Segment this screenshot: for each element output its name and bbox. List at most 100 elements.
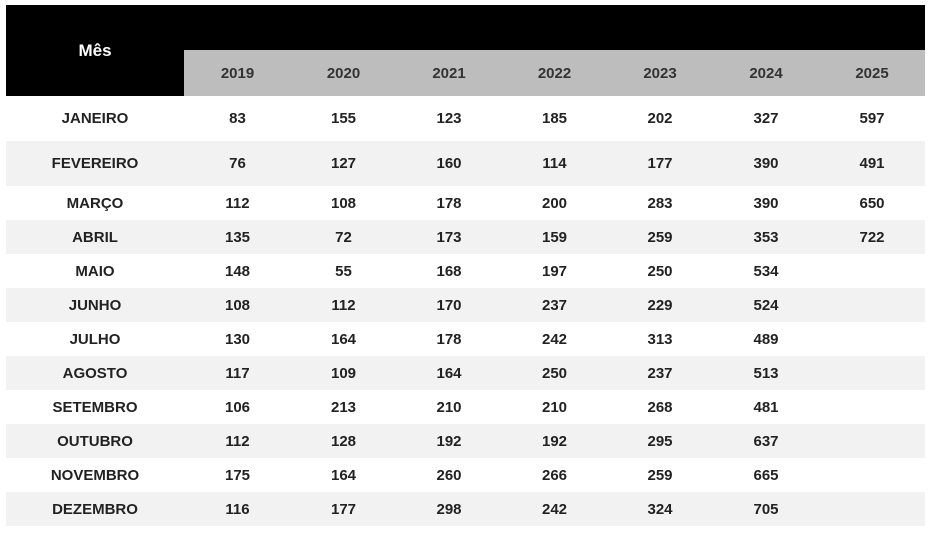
value-cell: 177 <box>647 155 673 172</box>
month-cell: ABRIL <box>72 228 118 246</box>
table-row: JUNHO 108 112 170 237 229 524 <box>6 288 925 322</box>
year-header-2023: 2023 <box>643 64 677 82</box>
value-cell: 213 <box>330 398 357 416</box>
value-cell: 259 <box>647 466 673 484</box>
table-row: MAIO 148 55 168 197 250 534 <box>6 254 925 288</box>
value-cell: 353 <box>753 228 779 246</box>
value-cell: 237 <box>541 296 568 314</box>
month-cell: AGOSTO <box>62 364 128 382</box>
value-cell: 128 <box>330 432 357 450</box>
month-cell: JULHO <box>69 330 121 348</box>
value-cell: 534 <box>753 262 779 280</box>
value-cell: 135 <box>224 228 251 246</box>
value-cell: 117 <box>225 364 250 382</box>
value-cell: 237 <box>647 364 673 382</box>
value-cell: 178 <box>436 330 462 348</box>
table-header: Mês 2019 2020 2021 2022 2023 2024 2025 <box>6 5 925 96</box>
value-cell: 259 <box>647 228 673 246</box>
value-cell: 168 <box>436 262 462 280</box>
table-row: JULHO 130 164 178 242 313 489 <box>6 322 925 356</box>
value-cell: 242 <box>541 330 568 348</box>
value-cell: 170 <box>436 296 462 314</box>
table-row: MARÇO 112 108 178 200 283 390 650 <box>6 186 925 220</box>
month-column-header-label: Mês <box>78 40 112 60</box>
value-cell: 260 <box>436 466 462 484</box>
month-cell: FEVEREIRO <box>51 155 139 172</box>
table-row: DEZEMBRO 116 177 298 242 324 705 <box>6 492 925 526</box>
value-cell: 324 <box>647 500 673 518</box>
value-cell: 106 <box>224 398 251 416</box>
value-cell: 229 <box>647 296 673 314</box>
value-cell: 489 <box>753 330 779 348</box>
value-cell: 705 <box>753 500 779 518</box>
value-cell: 160 <box>436 155 462 172</box>
value-cell: 491 <box>859 155 885 172</box>
value-cell: 155 <box>330 110 357 127</box>
value-cell: 164 <box>330 330 357 348</box>
value-cell: 123 <box>436 110 462 127</box>
value-cell: 266 <box>541 466 568 484</box>
value-cell: 148 <box>224 262 251 280</box>
value-cell: 665 <box>753 466 779 484</box>
table-row: OUTUBRO 112 128 192 192 295 637 <box>6 424 925 458</box>
value-cell: 127 <box>330 155 357 172</box>
value-cell: 210 <box>541 398 568 416</box>
year-header-2025: 2025 <box>855 64 889 82</box>
year-header-2022: 2022 <box>537 64 572 82</box>
value-cell: 722 <box>859 228 885 246</box>
table-row: ABRIL 135 72 173 159 259 353 722 <box>6 220 925 254</box>
value-cell: 83 <box>229 110 246 127</box>
month-column-header: Mês <box>6 5 184 96</box>
value-cell: 390 <box>753 155 779 172</box>
value-cell: 524 <box>753 296 779 314</box>
value-cell: 112 <box>225 194 250 212</box>
value-cell: 164 <box>330 466 357 484</box>
value-cell: 283 <box>647 194 673 212</box>
year-header-2021: 2021 <box>432 64 466 82</box>
value-cell: 112 <box>331 296 356 314</box>
month-cell: NOVEMBRO <box>50 466 140 484</box>
value-cell: 108 <box>330 194 357 212</box>
month-cell: MARÇO <box>66 194 124 212</box>
value-cell: 513 <box>753 364 779 382</box>
year-header-2019: 2019 <box>220 64 255 82</box>
value-cell: 192 <box>436 432 462 450</box>
month-cell: DEZEMBRO <box>52 500 138 518</box>
value-cell: 109 <box>330 364 357 382</box>
year-header-2020: 2020 <box>326 64 361 82</box>
value-cell: 250 <box>647 262 673 280</box>
value-cell: 130 <box>224 330 251 348</box>
table-body: JANEIRO 83 155 123 185 202 327 597 FEVEREIRO 76 12… <box>6 96 925 526</box>
value-cell: 295 <box>647 432 673 450</box>
value-cell: 76 <box>229 155 246 172</box>
value-cell: 210 <box>436 398 462 416</box>
table-row: FEVEREIRO 76 127 160 114 177 390 491 <box>6 141 925 186</box>
value-cell: 164 <box>436 364 462 382</box>
value-cell: 268 <box>647 398 673 416</box>
value-cell: 390 <box>753 194 779 212</box>
value-cell: 298 <box>436 500 462 518</box>
month-cell: OUTUBRO <box>57 432 133 450</box>
value-cell: 108 <box>224 296 251 314</box>
value-cell: 202 <box>647 110 673 127</box>
year-header-row: 2019 2020 2021 2022 2023 2024 2025 <box>184 50 925 96</box>
year-header-2024: 2024 <box>749 64 783 82</box>
value-cell: 327 <box>753 110 779 127</box>
value-cell: 597 <box>859 110 885 127</box>
value-cell: 114 <box>542 155 567 172</box>
month-cell: MAIO <box>75 262 115 280</box>
month-cell: JANEIRO <box>61 110 129 127</box>
month-cell: JUNHO <box>68 296 122 314</box>
value-cell: 650 <box>859 194 885 212</box>
table-row: NOVEMBRO 175 164 260 266 259 665 <box>6 458 925 492</box>
value-cell: 175 <box>224 466 251 484</box>
value-cell: 55 <box>335 262 352 280</box>
monthly-data-table: Mês 2019 2020 2021 2022 2023 2024 2025 J… <box>6 5 925 526</box>
table-row: SETEMBRO 106 213 210 210 268 481 <box>6 390 925 424</box>
value-cell: 112 <box>225 432 250 450</box>
table-row: AGOSTO 117 109 164 250 237 513 <box>6 356 925 390</box>
value-cell: 242 <box>541 500 568 518</box>
value-cell: 313 <box>647 330 673 348</box>
value-cell: 72 <box>335 228 352 246</box>
value-cell: 637 <box>753 432 779 450</box>
